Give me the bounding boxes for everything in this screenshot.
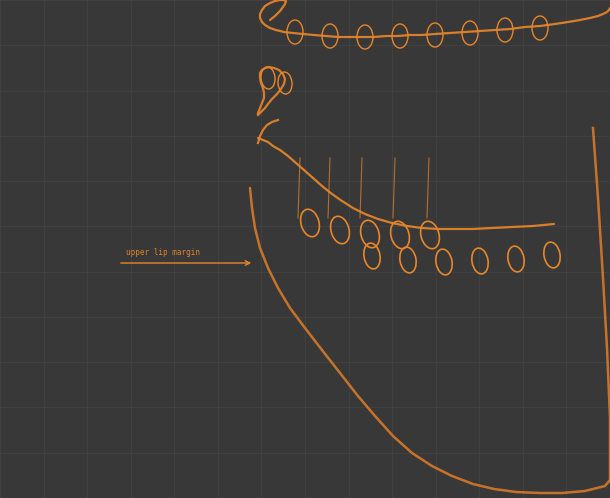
Text: upper lip margin: upper lip margin: [126, 248, 200, 257]
